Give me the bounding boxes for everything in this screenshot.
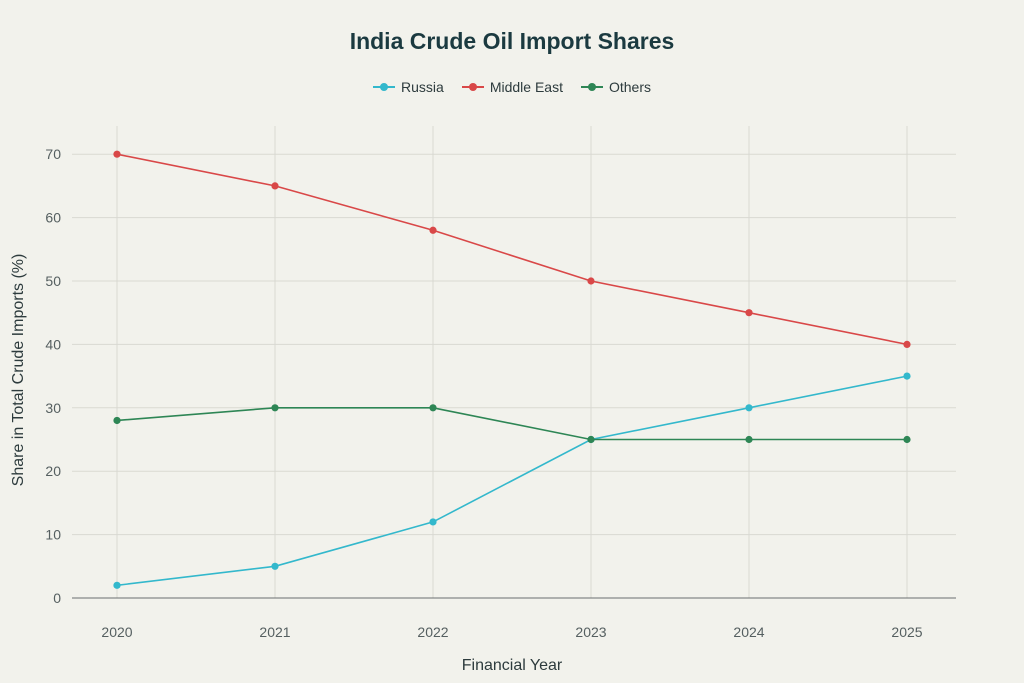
legend-marker-icon — [373, 81, 396, 93]
legend-item[interactable]: Others — [580, 79, 651, 95]
legend-item[interactable]: Middle East — [461, 79, 563, 95]
chart-title: India Crude Oil Import Shares — [349, 28, 675, 54]
series-line — [116, 375, 908, 587]
x-tick-label: 2024 — [733, 624, 764, 640]
data-point — [113, 416, 121, 425]
x-tick-label: 2025 — [891, 624, 922, 640]
y-tick-label: 60 — [45, 210, 61, 226]
legend-item[interactable]: Russia — [373, 79, 444, 95]
data-point — [429, 404, 437, 412]
series-line — [116, 153, 908, 346]
y-tick-label: 40 — [45, 336, 61, 352]
data-point — [429, 518, 437, 526]
y-tick-label: 70 — [45, 146, 61, 162]
data-point — [903, 340, 911, 348]
x-tick-label: 2020 — [101, 624, 132, 640]
y-tick-label: 10 — [45, 527, 61, 543]
data-point — [271, 404, 279, 412]
y-tick-label: 50 — [45, 273, 61, 289]
y-tick-label: 30 — [45, 400, 61, 416]
data-point — [903, 372, 911, 380]
y-tick-label: 20 — [45, 463, 61, 479]
legend-label: Others — [608, 79, 651, 95]
data-point — [587, 277, 595, 285]
series-line — [116, 406, 907, 441]
data-point — [271, 562, 279, 570]
data-point — [429, 226, 437, 234]
legend-marker-icon — [580, 81, 603, 93]
data-point — [745, 435, 753, 444]
data-point — [271, 182, 279, 190]
data-point — [745, 309, 753, 317]
legend-label: Middle East — [489, 79, 563, 95]
data-point — [745, 404, 753, 412]
legend-marker-icon — [461, 81, 484, 93]
x-tick-label: 2021 — [259, 624, 290, 640]
legend: Russia Middle East Others — [0, 79, 1024, 95]
x-tick-label: 2022 — [417, 624, 448, 640]
data-point — [587, 435, 595, 444]
x-tick-label: 2023 — [575, 624, 606, 640]
data-point — [113, 581, 121, 589]
x-axis-title: Financial Year — [461, 657, 563, 674]
data-point — [903, 435, 911, 444]
legend-label: Russia — [401, 79, 444, 95]
y-tick-label: 0 — [53, 590, 61, 606]
data-point — [113, 150, 121, 158]
